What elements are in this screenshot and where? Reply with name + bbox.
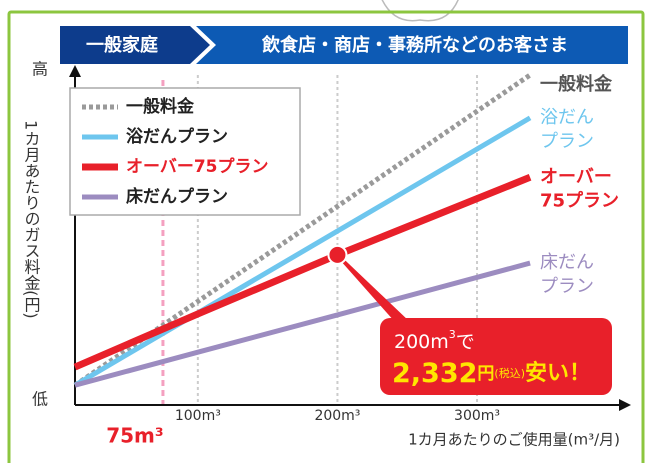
- legend-box: [69, 87, 301, 216]
- end-label: プラン: [540, 131, 594, 152]
- callout-text: 200m3で: [394, 328, 475, 353]
- legend-label: オーバー75プラン: [126, 156, 269, 177]
- marker-label: 75m³: [106, 424, 163, 448]
- legend-label: 床だんプラン: [126, 186, 228, 207]
- series-line: [73, 174, 532, 371]
- callout-part: (税込): [494, 366, 525, 380]
- x-tick-label: 200m³: [314, 408, 360, 424]
- x-axis-arrow: [619, 399, 631, 411]
- series-line: [74, 260, 531, 388]
- callout-part: 安い！: [525, 360, 591, 386]
- callout-dot: [327, 244, 348, 265]
- tab-left: [60, 26, 210, 64]
- series-line: [73, 115, 532, 388]
- end-label: プラン: [540, 276, 594, 297]
- end-label: 75プラン: [540, 189, 619, 211]
- y-tick-label: 高: [32, 60, 48, 79]
- tab-label: 一般家庭: [86, 34, 158, 56]
- callout-part: 円: [477, 364, 494, 384]
- callout-part: 3: [449, 328, 456, 341]
- callout-box: [380, 318, 612, 395]
- tab-right: [196, 26, 628, 64]
- decoration: [381, 0, 459, 22]
- x-tick-label: 300m³: [454, 408, 500, 424]
- x-axis-label: 1カ月あたりのご使用量(m³/月): [408, 431, 620, 449]
- legend-label: 浴だんプラン: [126, 126, 228, 147]
- end-label: 一般料金: [540, 73, 613, 95]
- x-tick-label: 100m³: [175, 408, 221, 424]
- callout-part: で: [456, 331, 475, 353]
- series-line: [73, 72, 532, 388]
- legend-label: 一般料金: [126, 96, 195, 117]
- end-label: 床だん: [540, 252, 594, 273]
- y-axis-arrow: [69, 65, 81, 77]
- y-axis-label: 1カ月あたりのガス料金(円): [22, 120, 41, 319]
- tab-label: 飲食店・商店・事務所などのお客さま: [261, 34, 568, 56]
- callout-text: 2,332円(税込)安い！: [392, 358, 591, 389]
- callout-pointer: [335, 254, 410, 322]
- callout-part: 200m: [394, 331, 449, 353]
- y-tick-label: 低: [32, 390, 48, 409]
- callout-amount: 2,332: [392, 358, 477, 389]
- frame: [7, 10, 645, 467]
- end-label: 浴だん: [540, 107, 594, 128]
- end-label: オーバー: [540, 166, 612, 187]
